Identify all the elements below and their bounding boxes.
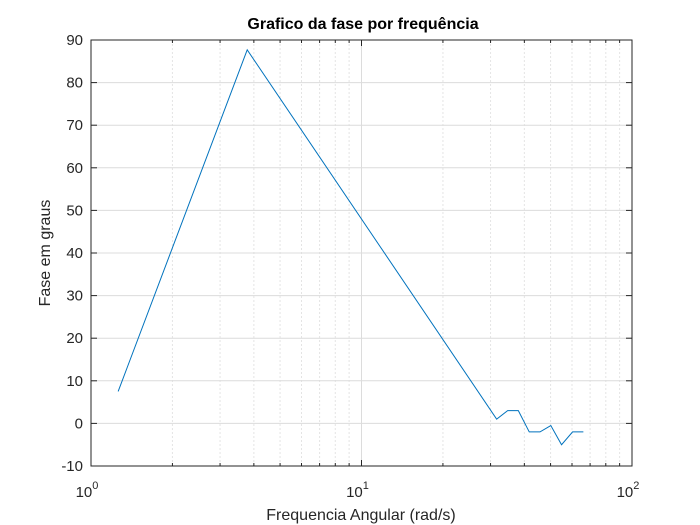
- x-tick-label: 102: [617, 480, 640, 501]
- y-tick-label: 50: [66, 202, 83, 219]
- y-tick-label: 0: [75, 415, 83, 432]
- x-tick-label: 100: [76, 480, 99, 501]
- y-tick-label: 30: [66, 288, 83, 305]
- y-tick-label: -10: [61, 458, 83, 475]
- grid: [91, 40, 632, 466]
- series-line-layer: [117, 48, 584, 446]
- chart-title: Grafico da fase por frequência: [247, 16, 478, 33]
- x-tick-labels: 100 101 102: [76, 480, 640, 501]
- y-tick-label: 60: [66, 160, 83, 177]
- y-tick-label: 90: [66, 32, 83, 49]
- y-tick-label: 80: [66, 75, 83, 92]
- y-tick-label: 40: [66, 245, 83, 262]
- y-tick-label: 20: [66, 330, 83, 347]
- y-tick-label: 70: [66, 117, 83, 134]
- y-tick-labels: -10 0 10 20 30 40 50 60 70 80 90: [61, 32, 83, 475]
- x-axis-label: Frequencia Angular (rad/s): [266, 507, 455, 524]
- series-line: [117, 48, 584, 446]
- ticks: [90, 39, 633, 467]
- y-axis-label: Fase em graus: [37, 200, 54, 307]
- x-tick-label: 101: [346, 480, 369, 501]
- y-tick-label: 10: [66, 373, 83, 390]
